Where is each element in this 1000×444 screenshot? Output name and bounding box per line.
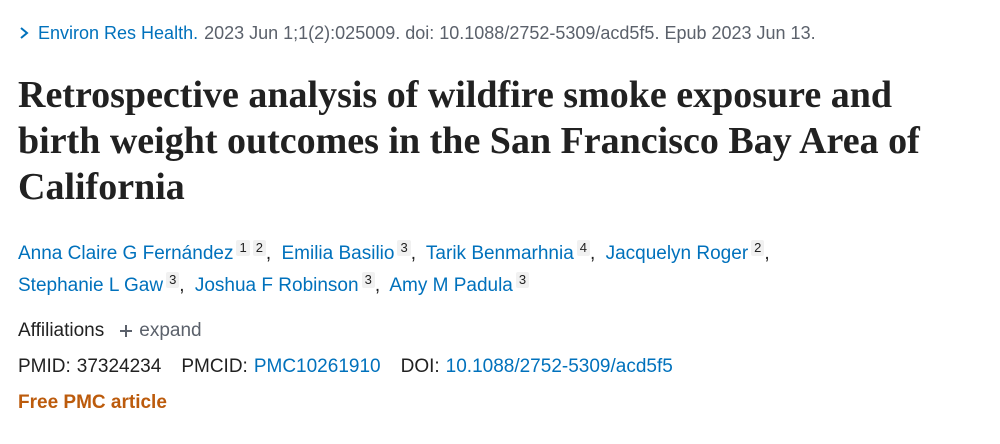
author: Stephanie L Gaw 3: [18, 272, 190, 296]
author: Tarik Benmarhnia 4: [425, 240, 600, 264]
citation-details: 2023 Jun 1;1(2):025009. doi: 10.1088/275…: [204, 22, 816, 43]
identifiers: PMID: 37324234 PMCID: PMC10261910 DOI: 10.108…: [18, 350, 982, 384]
author-name[interactable]: Emilia Basilio: [281, 243, 395, 264]
author-name[interactable]: Joshua F Robinson: [194, 275, 359, 296]
affiliation-ref[interactable]: 3: [515, 272, 530, 288]
journal-link[interactable]: Environ Res Health.: [38, 22, 199, 43]
affiliation-ref[interactable]: 2: [751, 240, 765, 256]
plus-icon[interactable]: [118, 323, 134, 339]
identifier-value: 37324234: [76, 356, 162, 377]
article-header: Environ Res Health. 2023 Jun 1;1(2):0250…: [18, 18, 982, 414]
author: Jacquelyn Roger 2: [605, 240, 775, 264]
identifier-label: DOI:: [400, 356, 440, 377]
free-pmc-article[interactable]: Free PMC article: [18, 392, 167, 413]
identifier: PMCID: PMC10261910: [181, 356, 380, 378]
affiliation-ref[interactable]: 3: [361, 272, 375, 288]
affiliation-ref[interactable]: 3: [166, 272, 180, 288]
author: Joshua F Robinson 3: [194, 272, 385, 296]
author-name[interactable]: Amy M Padula: [389, 275, 513, 296]
affiliation-ref[interactable]: 1: [236, 240, 250, 256]
author: Anna Claire G Fernández 1 2: [18, 240, 276, 264]
identifier: DOI: 10.1088/2752-5309/acd5f5: [401, 356, 673, 378]
author: Emilia Basilio 3: [281, 240, 421, 264]
affiliation-ref[interactable]: 3: [397, 240, 411, 256]
author-name[interactable]: Tarik Benmarhnia: [425, 243, 574, 264]
author: Amy M Padula 3: [389, 272, 530, 296]
identifier-label: PMID:: [18, 356, 71, 377]
identifier-value[interactable]: PMC10261910: [253, 356, 381, 377]
identifier: PMID: 37324234: [18, 356, 161, 378]
identifier-label: PMCID:: [181, 356, 248, 377]
chevron-icon: [20, 27, 29, 39]
identifier-value[interactable]: 10.1088/2752-5309/acd5f5: [445, 356, 673, 377]
author-name[interactable]: Anna Claire G Fernández: [18, 243, 234, 264]
author-name[interactable]: Jacquelyn Roger: [605, 243, 749, 264]
affiliation-ref[interactable]: 4: [576, 240, 590, 256]
expand-toggle[interactable]: expand: [139, 320, 202, 341]
article-title: Retrospective analysis of wildfire smoke…: [18, 74, 920, 208]
affiliation-ref[interactable]: 2: [252, 240, 266, 256]
author-name[interactable]: Stephanie L Gaw: [18, 275, 164, 296]
affiliations: Affiliations expand: [18, 316, 982, 346]
affiliations-label: Affiliations: [18, 320, 105, 341]
citation: Environ Res Health. 2023 Jun 1;1(2):0250…: [18, 18, 982, 48]
